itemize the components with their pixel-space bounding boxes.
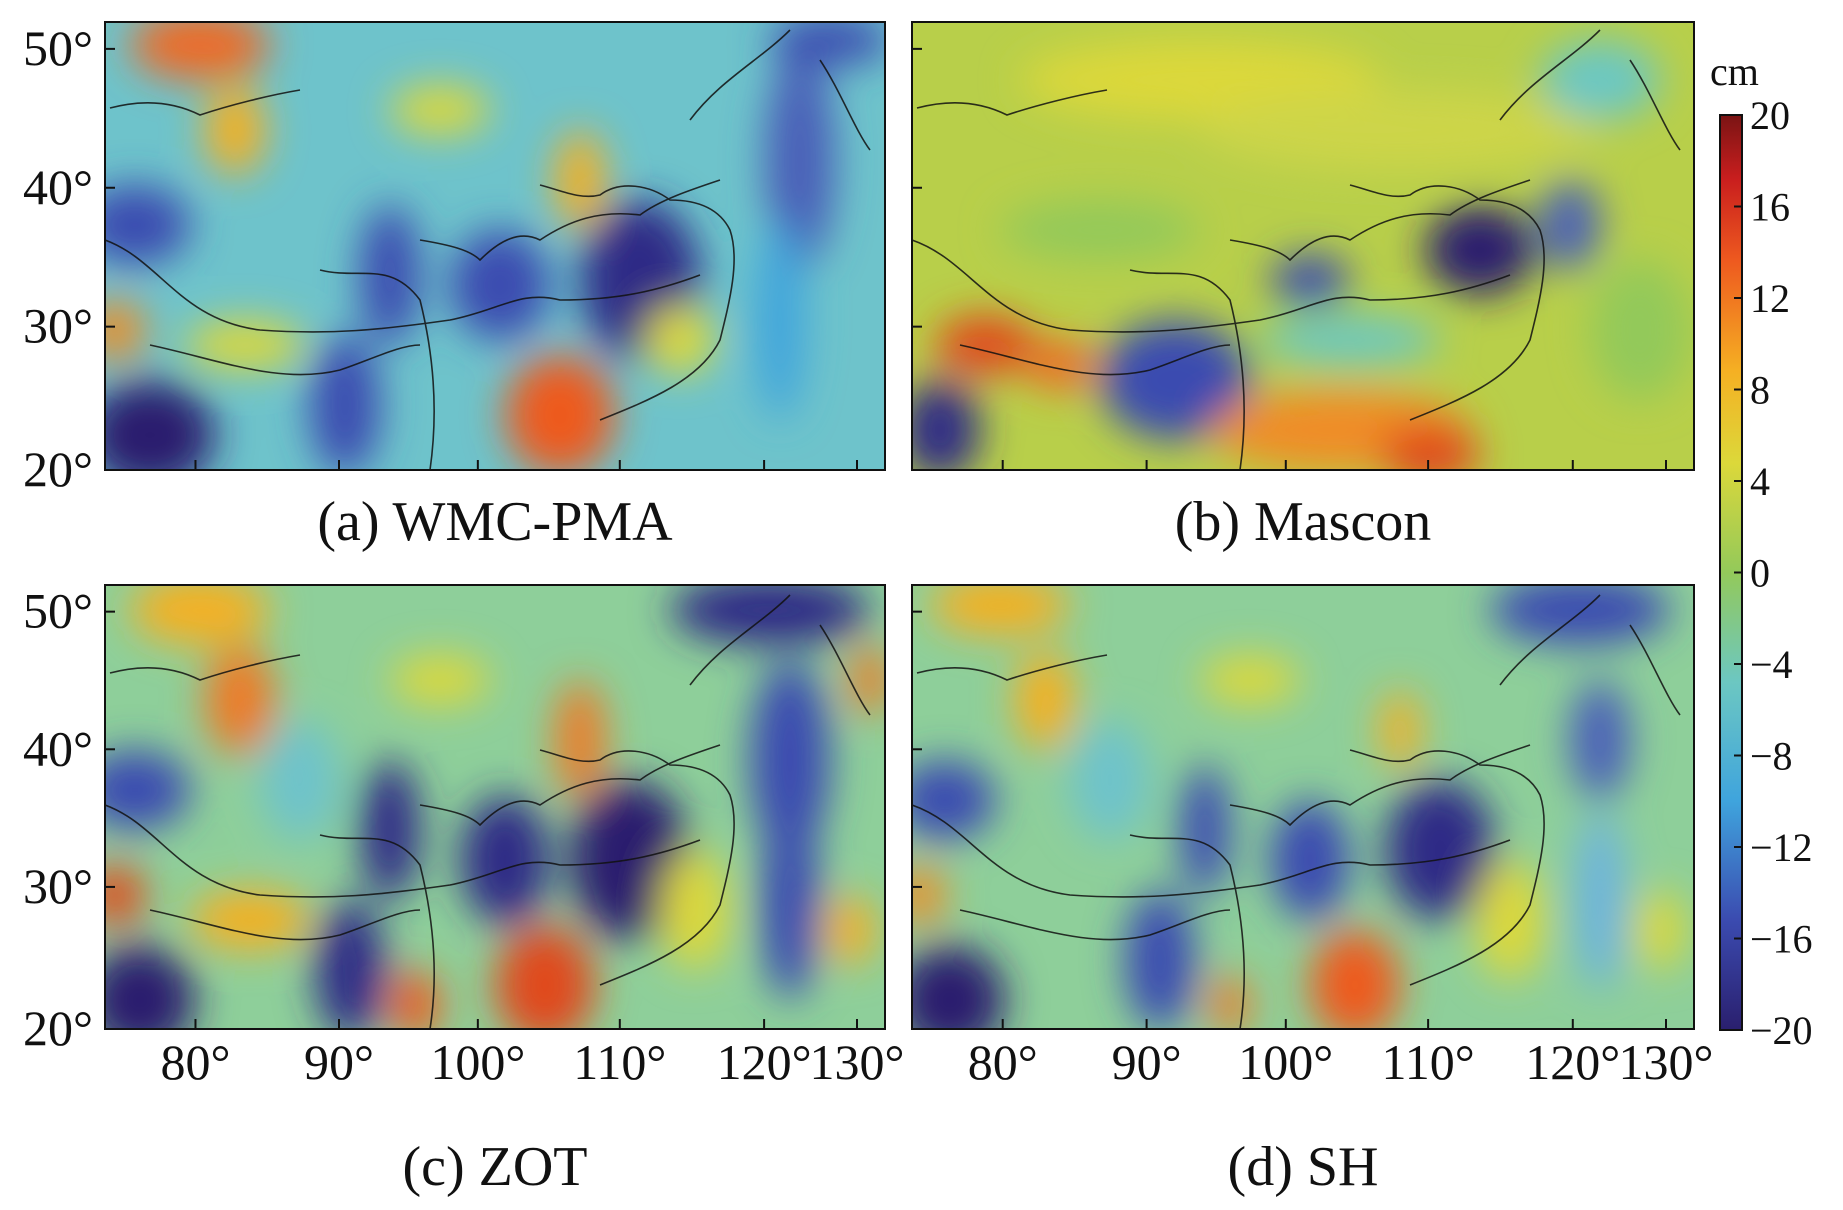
lat-tick-label: 20° xyxy=(23,1000,93,1056)
lat-tick-label: 50° xyxy=(23,583,93,639)
lat-tick-label: 40° xyxy=(23,159,93,215)
colorbar-tick-label: −8 xyxy=(1750,734,1793,779)
lat-tick-label: 30° xyxy=(23,858,93,914)
colorbar: cm 20 16 12 8 4 0 −4 −8 −12 −16 −20 xyxy=(1710,49,1813,1053)
panel-a-map xyxy=(104,21,886,471)
colorbar-tick-label: 20 xyxy=(1750,93,1790,138)
colorbar-tick-label: 8 xyxy=(1750,368,1770,413)
colorbar-tick-label: 12 xyxy=(1750,276,1790,321)
colorbar-tick-label: 4 xyxy=(1750,459,1770,504)
lon-tick-label: 80° xyxy=(968,1034,1038,1090)
lon-tick-label: 100° xyxy=(430,1034,525,1090)
lon-tick-label: 120° xyxy=(717,1034,812,1090)
panel-b-caption: (b) Mascon xyxy=(1174,491,1432,553)
panel-c-caption: (c) ZOT xyxy=(402,1136,588,1198)
lat-tick-label: 20° xyxy=(23,441,93,497)
colorbar-tick-label: −12 xyxy=(1750,825,1813,870)
panel-c-map xyxy=(104,584,886,1030)
lon-tick-label: 90° xyxy=(1112,1034,1182,1090)
colorbar-tick-label: −16 xyxy=(1750,917,1813,962)
lat-tick-label: 50° xyxy=(23,20,93,76)
lat-tick-label: 40° xyxy=(23,720,93,776)
lon-tick-label: 110° xyxy=(1382,1034,1475,1090)
lon-tick-label: 120° xyxy=(1525,1034,1620,1090)
panel-d-caption: (d) SH xyxy=(1227,1136,1379,1198)
panel-a-caption: (a) WMC-PMA xyxy=(317,491,673,553)
lat-tick-label: 30° xyxy=(23,298,93,354)
lon-tick-label: 110° xyxy=(573,1034,666,1090)
lon-tick-label: 130° xyxy=(810,1034,905,1090)
colorbar-ticks: 20 16 12 8 4 0 −4 −8 −12 −16 −20 xyxy=(1734,93,1813,1053)
colorbar-tick-label: 16 xyxy=(1750,185,1790,230)
panel-d-map xyxy=(911,584,1695,1030)
lon-tick-label: 130° xyxy=(1619,1034,1714,1090)
lon-tick-label: 100° xyxy=(1238,1034,1333,1090)
lon-tick-label: 90° xyxy=(304,1034,374,1090)
colorbar-unit: cm xyxy=(1710,49,1759,94)
colorbar-tick-label: 0 xyxy=(1750,551,1770,596)
colorbar-tick-label: −4 xyxy=(1750,642,1793,687)
lon-tick-label: 80° xyxy=(160,1034,230,1090)
axes-layer: 50°40°30°20°80° 90° 100° 110° 120°130°50°40°… xyxy=(23,20,1714,1090)
panel-b-map xyxy=(911,21,1695,471)
colorbar-tick-label: −20 xyxy=(1750,1008,1813,1053)
